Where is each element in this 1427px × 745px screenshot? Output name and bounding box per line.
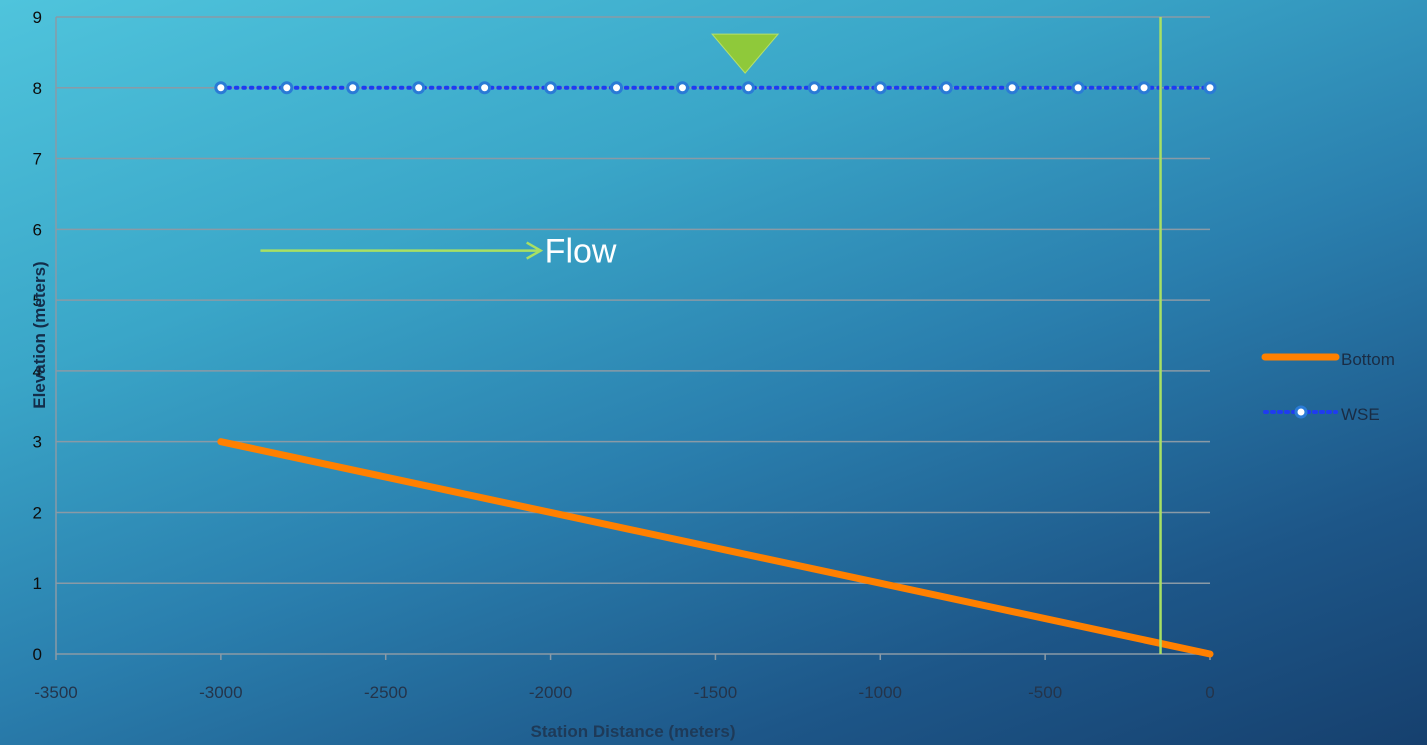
data-series	[214, 81, 1217, 658]
y-tick-label: 3	[33, 433, 42, 452]
series-point-wse	[741, 81, 755, 95]
x-tick-label: -1500	[694, 683, 737, 702]
series-line-bottom	[217, 438, 1214, 658]
x-tick-label: -3000	[199, 683, 242, 702]
series-point-wse	[1005, 81, 1019, 95]
series-point-wse	[939, 81, 953, 95]
x-tick-label: -1000	[859, 683, 902, 702]
y-tick-labels: 0 1 2 3 4 5 6 7 8 9	[33, 8, 42, 664]
x-tick-label: -500	[1028, 683, 1062, 702]
series-point-wse	[1137, 81, 1151, 95]
y-tick-label: 5	[33, 291, 42, 310]
grid-lines	[56, 16, 1210, 584]
y-tick-label: 9	[33, 8, 42, 27]
x-tick-label: -2000	[529, 683, 572, 702]
x-tick-label: -3500	[34, 683, 77, 702]
series-point-wse	[610, 81, 624, 95]
y-tick-label: 4	[33, 362, 42, 381]
series-point-wse	[280, 81, 294, 95]
x-tick-labels: -3500 -3000 -2500 -2000 -1500 -1000 -500 0	[34, 683, 1214, 702]
x-tick-label: 0	[1205, 683, 1214, 702]
chart-legend: Bottom WSE	[1261, 350, 1395, 424]
series-point-wse	[1071, 81, 1085, 95]
series-point-wse	[412, 81, 426, 95]
series-point-wse	[1203, 81, 1217, 95]
y-tick-label: 6	[33, 220, 42, 239]
legend-label-wse: WSE	[1341, 405, 1380, 424]
flow-arrow-head-icon	[526, 241, 544, 260]
y-tick-label: 1	[33, 574, 42, 593]
series-point-wse	[544, 81, 558, 95]
x-tick-label: -2500	[364, 683, 407, 702]
series-point-wse	[214, 81, 228, 95]
y-axis-title: Elevation (meters)	[30, 261, 49, 408]
series-point-wse	[346, 81, 360, 95]
legend-marker-wse	[1294, 405, 1308, 419]
water-surface-marker-icon	[711, 33, 780, 74]
y-tick-label: 8	[33, 79, 42, 98]
series-point-wse	[807, 81, 821, 95]
y-tick-label: 0	[33, 645, 42, 664]
x-axis-title: Station Distance (meters)	[531, 722, 736, 741]
series-point-wse	[478, 81, 492, 95]
legend-label-bottom: Bottom	[1341, 350, 1395, 369]
flow-label: Flow	[545, 233, 617, 271]
series-point-wse	[675, 81, 689, 95]
y-tick-label: 7	[33, 150, 42, 169]
annotations: Flow	[260, 17, 1162, 654]
chart-axes	[55, 17, 1211, 660]
series-point-wse	[873, 81, 887, 95]
y-tick-label: 2	[33, 503, 42, 522]
